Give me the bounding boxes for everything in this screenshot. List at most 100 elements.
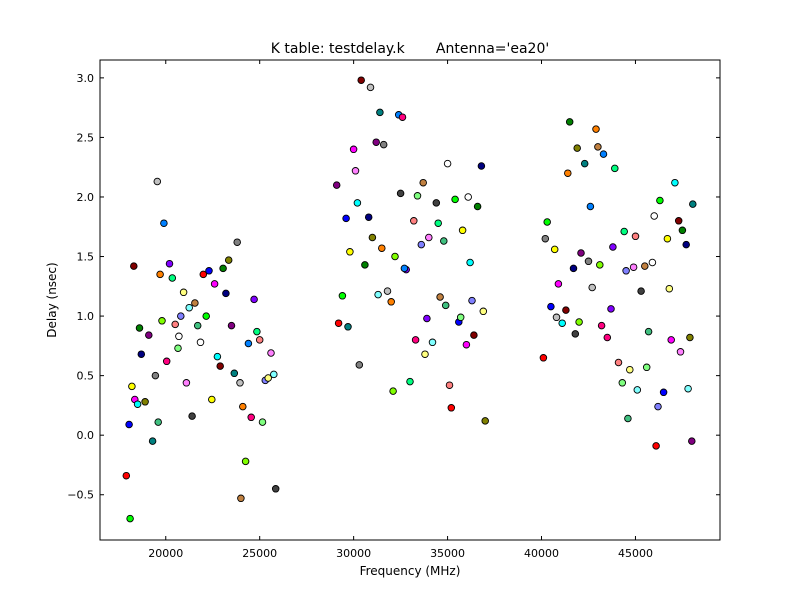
data-point xyxy=(361,261,369,269)
data-point xyxy=(153,177,162,186)
data-point xyxy=(133,400,142,408)
data-point xyxy=(258,418,267,426)
data-point xyxy=(684,384,692,393)
data-point xyxy=(346,248,354,256)
data-point xyxy=(387,298,395,306)
data-point xyxy=(185,303,193,312)
data-point xyxy=(366,83,375,92)
data-point xyxy=(398,113,407,121)
data-point xyxy=(219,264,227,273)
data-point xyxy=(372,138,380,146)
data-point xyxy=(168,274,177,282)
data-point xyxy=(400,264,409,273)
data-point xyxy=(654,402,662,411)
data-point xyxy=(182,379,191,387)
data-point xyxy=(451,195,459,204)
data-point xyxy=(148,437,157,445)
y-tick-label: 1.5 xyxy=(77,251,95,264)
data-point xyxy=(425,233,433,242)
data-point xyxy=(624,414,632,423)
data-point xyxy=(479,307,488,316)
data-point xyxy=(689,200,697,208)
data-point xyxy=(364,213,373,221)
data-point xyxy=(222,289,230,298)
data-point xyxy=(122,471,131,480)
data-point xyxy=(440,237,448,245)
x-tick-label: 35000 xyxy=(430,547,465,560)
data-point xyxy=(423,314,431,323)
data-point xyxy=(575,318,583,326)
data-point xyxy=(637,287,645,295)
data-point xyxy=(597,321,606,330)
data-point xyxy=(569,264,578,273)
data-point xyxy=(332,181,341,189)
data-point xyxy=(659,388,668,397)
data-point xyxy=(473,202,482,211)
data-point xyxy=(580,159,589,168)
y-tick-label: 2.5 xyxy=(77,131,95,144)
axes-frame xyxy=(99,59,721,541)
data-point xyxy=(355,361,364,369)
chart-title: K table: testdelay.k Antenna='ea20' xyxy=(271,41,549,57)
data-point xyxy=(160,219,168,227)
data-point xyxy=(357,76,365,84)
data-point xyxy=(351,167,360,175)
data-point xyxy=(470,331,478,339)
data-point xyxy=(270,370,278,379)
data-point xyxy=(162,357,171,366)
data-point xyxy=(383,287,392,295)
x-tick-label: 30000 xyxy=(336,547,371,560)
data-point xyxy=(239,402,247,411)
data-point xyxy=(552,313,561,322)
data-point xyxy=(603,333,612,342)
data-point xyxy=(629,263,638,271)
data-point xyxy=(682,240,690,249)
data-point xyxy=(678,226,687,235)
data-point xyxy=(614,358,623,367)
data-point xyxy=(428,338,437,347)
data-point xyxy=(196,338,205,347)
data-point xyxy=(342,214,350,223)
data-point xyxy=(334,319,343,327)
x-tick-label: 20000 xyxy=(148,547,183,560)
data-point xyxy=(130,262,138,270)
data-point xyxy=(379,140,388,149)
data-point xyxy=(175,332,183,341)
data-point xyxy=(171,320,179,329)
data-point xyxy=(396,189,405,198)
data-point xyxy=(688,437,696,445)
data-point xyxy=(156,270,164,279)
data-point xyxy=(620,227,628,236)
data-point xyxy=(644,327,653,336)
y-tick-label: −0.5 xyxy=(67,489,94,502)
ticks-layer: 20000 25000 30000 35000 40000 45000 −0.5 0.0 0.5… xyxy=(67,60,720,560)
data-point xyxy=(125,420,133,429)
data-point xyxy=(411,336,420,344)
data-point xyxy=(250,295,258,304)
data-point xyxy=(368,233,377,242)
data-point xyxy=(462,340,471,349)
data-point xyxy=(216,362,224,370)
data-point xyxy=(213,352,222,361)
data-point xyxy=(406,377,414,386)
data-point xyxy=(588,283,596,292)
data-point xyxy=(564,169,572,177)
data-point xyxy=(421,350,429,358)
data-point xyxy=(592,125,600,133)
data-point xyxy=(255,336,264,344)
data-point xyxy=(609,243,617,251)
data-point xyxy=(154,418,162,426)
data-point xyxy=(210,280,219,288)
data-point xyxy=(349,145,358,154)
data-point xyxy=(565,118,574,126)
data-point xyxy=(208,395,216,404)
data-point xyxy=(686,333,694,342)
data-point xyxy=(547,302,555,311)
data-point xyxy=(539,354,548,362)
data-point xyxy=(241,457,250,466)
data-point xyxy=(543,218,551,226)
data-point xyxy=(344,323,352,331)
data-point xyxy=(464,193,472,201)
data-point xyxy=(151,371,160,380)
